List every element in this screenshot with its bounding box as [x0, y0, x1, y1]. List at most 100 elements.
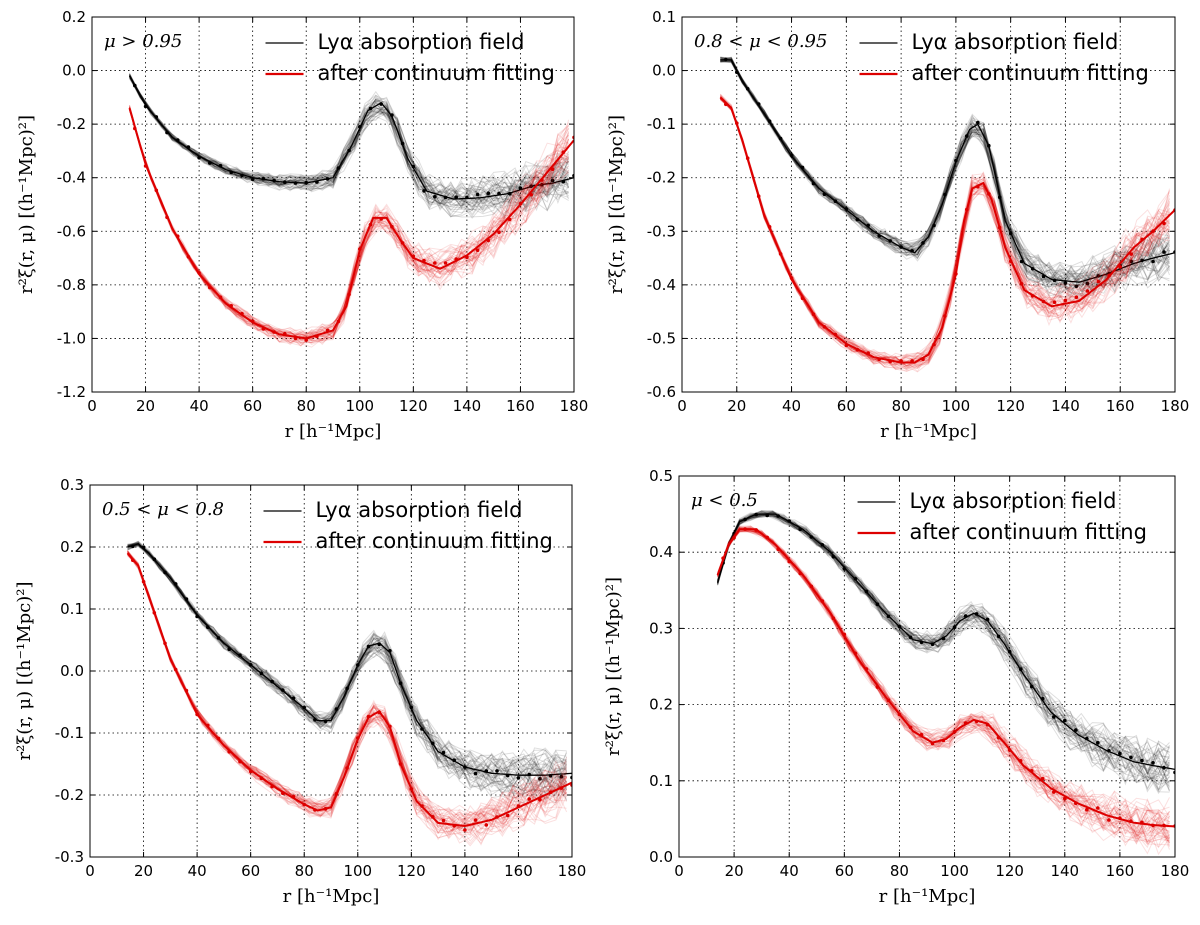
- data-point: [745, 87, 750, 91]
- data-point: [1018, 759, 1023, 763]
- x-tick-label: 20: [727, 397, 746, 415]
- mock-line: [719, 98, 1170, 368]
- data-point: [963, 614, 968, 618]
- mock-line: [717, 509, 1170, 777]
- data-point: [831, 616, 836, 620]
- data-point: [1118, 265, 1122, 269]
- data-point: [1018, 667, 1023, 671]
- series-line-lya-absorption: [720, 59, 1175, 283]
- x-tick-label: 180: [560, 397, 589, 415]
- y-tick-label: -0.3: [55, 848, 84, 866]
- mock-line: [717, 530, 1170, 834]
- data-point: [559, 774, 564, 779]
- mock-line: [720, 61, 1170, 293]
- data-point: [238, 653, 242, 657]
- mock-line: [720, 56, 1170, 293]
- mock-line: [127, 541, 567, 774]
- data-point: [195, 712, 199, 717]
- data-point: [473, 818, 478, 822]
- data-point: [227, 749, 231, 754]
- mock-line: [720, 96, 1170, 367]
- data-point: [1129, 755, 1133, 760]
- data-point: [866, 351, 870, 356]
- data-point: [800, 165, 805, 170]
- data-point: [443, 195, 448, 200]
- data-point: [1151, 761, 1155, 765]
- mock-line: [717, 528, 1170, 848]
- mock-line: [127, 553, 568, 842]
- data-point: [505, 813, 510, 818]
- data-point: [325, 177, 330, 181]
- mock-line: [129, 77, 569, 220]
- data-point: [377, 710, 382, 714]
- data-point: [420, 727, 424, 731]
- data-point: [358, 125, 362, 129]
- mock-line: [720, 58, 1170, 290]
- data-point: [899, 245, 903, 249]
- data-point: [853, 651, 858, 656]
- data-point: [1162, 765, 1166, 770]
- mock-line: [129, 106, 570, 344]
- data-point: [767, 119, 772, 123]
- chart-panel-4: 0 20 40 60 80 100 120 140 160 180 0.0 0.1 0.2 0.3 0.4 0…: [603, 467, 1189, 907]
- data-point: [1151, 229, 1155, 233]
- data-point: [347, 148, 351, 153]
- data-point: [735, 70, 739, 74]
- data-point: [356, 663, 360, 667]
- mock-line: [719, 98, 1170, 369]
- x-tick-label: 140: [1050, 862, 1079, 880]
- data-point: [229, 304, 233, 308]
- data-point: [345, 766, 349, 770]
- x-axis-label: r [h⁻¹Mpc]: [283, 886, 380, 907]
- data-point: [886, 698, 891, 703]
- data-point: [561, 150, 566, 154]
- data-point: [175, 234, 180, 238]
- data-point: [283, 331, 287, 336]
- mock-line: [720, 60, 1170, 306]
- mock-line: [717, 515, 1170, 786]
- x-tick-label: 80: [295, 862, 314, 880]
- data-point: [240, 311, 244, 316]
- x-tick-label: 120: [399, 397, 428, 415]
- mock-line: [719, 98, 1170, 369]
- data-point: [910, 359, 914, 363]
- mock-line: [720, 57, 1170, 292]
- mock-line: [127, 543, 568, 795]
- data-point: [548, 774, 553, 778]
- mu-range-annotation: 0.8 < μ < 0.95: [694, 31, 827, 52]
- data-point: [897, 624, 902, 629]
- mock-line: [129, 75, 569, 202]
- y-tick-label: 0.2: [649, 696, 673, 714]
- mock-line: [129, 73, 570, 204]
- data-point: [152, 611, 157, 615]
- mock-line: [129, 73, 569, 211]
- data-point: [250, 319, 255, 324]
- x-tick-label: 140: [451, 862, 480, 880]
- mock-line: [717, 528, 1170, 850]
- data-point: [270, 784, 274, 789]
- data-point: [259, 776, 264, 780]
- mock-line: [127, 550, 568, 827]
- mock-line: [720, 56, 1170, 286]
- x-tick-label: 100: [343, 862, 372, 880]
- mock-line: [720, 58, 1170, 288]
- mock-line: [129, 107, 569, 341]
- data-point: [743, 527, 747, 531]
- mock-line: [129, 75, 569, 205]
- data-point: [454, 257, 459, 261]
- data-point: [899, 359, 903, 363]
- mock-line: [129, 74, 569, 205]
- mock-line: [127, 553, 568, 827]
- mock-line: [717, 511, 1170, 793]
- data-point: [1096, 741, 1100, 745]
- series-line-lya-absorption: [127, 543, 572, 776]
- data-point: [943, 314, 947, 318]
- data-point: [240, 173, 244, 178]
- data-point: [1052, 278, 1057, 283]
- data-point: [943, 192, 947, 197]
- data-point: [809, 584, 814, 589]
- mock-line: [717, 527, 1170, 836]
- y-tick-label: -0.2: [55, 786, 84, 804]
- data-point: [1162, 221, 1166, 226]
- data-point: [334, 707, 339, 711]
